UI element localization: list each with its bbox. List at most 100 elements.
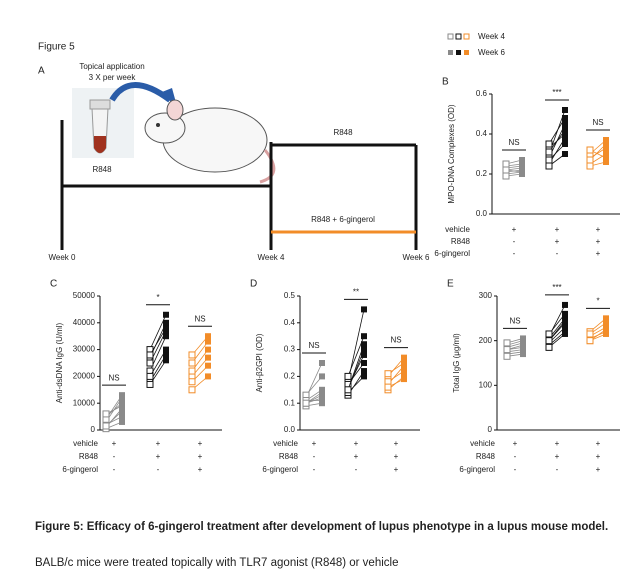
significance-label: NS <box>308 341 319 350</box>
week6-point <box>562 301 568 308</box>
condition-sign: + <box>198 439 203 448</box>
week4-point <box>586 162 594 170</box>
significance-label: NS <box>108 373 119 382</box>
week6-point <box>603 145 609 151</box>
week6-point <box>319 373 325 380</box>
week4-point <box>188 386 196 394</box>
week6-point <box>205 373 211 380</box>
week6-point <box>205 333 211 340</box>
week4-point <box>302 399 310 407</box>
week6-point <box>119 402 125 409</box>
week4-point <box>545 148 553 156</box>
condition-label: vehicle <box>470 439 495 448</box>
condition-sign: - <box>113 452 116 461</box>
condition-sign: + <box>555 225 560 234</box>
week6-point <box>520 351 526 358</box>
condition-label: R848 <box>451 237 471 246</box>
condition-sign: - <box>513 249 516 258</box>
condition-sign: - <box>157 465 160 474</box>
week4-point <box>384 370 392 378</box>
week4-point <box>502 172 510 180</box>
week4-point <box>344 372 352 380</box>
week6-point <box>119 408 125 415</box>
week6-point <box>401 376 407 383</box>
mouse-tail <box>259 149 276 184</box>
application-text: Topical application <box>79 62 144 71</box>
week4-point <box>545 140 553 148</box>
week4-point <box>586 146 594 154</box>
week4-point <box>545 162 553 170</box>
pair-line <box>149 360 167 385</box>
week6-point <box>163 357 169 364</box>
condition-label: 6-gingerol <box>434 249 470 258</box>
week6-point <box>520 335 526 342</box>
arm-label: R848 <box>333 128 353 137</box>
significance-label: *** <box>552 88 561 97</box>
y-tick-label: 0.4 <box>284 318 296 327</box>
condition-sign: + <box>512 225 517 234</box>
week4-point <box>545 330 553 338</box>
panel-letter: C <box>50 279 57 290</box>
significance-label: NS <box>390 336 401 345</box>
legend-swatch <box>448 50 453 55</box>
week6-point <box>401 368 407 375</box>
y-tick-label: 0.2 <box>476 169 488 178</box>
condition-sign: + <box>513 439 518 448</box>
condition-sign: + <box>112 439 117 448</box>
condition-sign: + <box>596 452 601 461</box>
condition-sign: - <box>514 452 517 461</box>
condition-label: R848 <box>476 452 496 461</box>
week6-point <box>163 311 169 318</box>
y-axis-label: Anti-dsDNA IgG (U/ml) <box>55 322 64 403</box>
week6-point <box>319 397 325 404</box>
week6-point <box>361 368 367 375</box>
week4-point <box>586 337 594 345</box>
week6-point <box>603 137 609 143</box>
y-tick-label: 0.1 <box>284 398 296 407</box>
y-tick-label: 200 <box>479 336 493 345</box>
week6-point <box>361 341 367 348</box>
week6-point <box>163 325 169 332</box>
frequency-text: 3 X per week <box>89 73 137 82</box>
week6-point <box>163 333 169 340</box>
legend-swatch <box>447 33 454 40</box>
week6-point <box>562 115 568 121</box>
week6-point <box>562 310 568 317</box>
condition-sign: + <box>394 465 399 474</box>
condition-label: 6-gingerol <box>62 465 98 474</box>
week4-point <box>146 380 154 388</box>
legend-swatch <box>464 50 469 55</box>
week6-point <box>562 135 568 141</box>
week6-point <box>319 360 325 366</box>
week6-point <box>319 389 325 396</box>
condition-sign: + <box>596 225 601 234</box>
week-label: Week 4 <box>258 253 286 262</box>
condition-label: vehicle <box>73 439 98 448</box>
condition-sign: + <box>312 439 317 448</box>
y-axis-label: Anti-β2GPI (OD) <box>255 333 264 392</box>
panel-letter: A <box>38 66 45 77</box>
condition-sign: + <box>555 439 560 448</box>
condition-sign: - <box>355 465 358 474</box>
tube-liquid <box>94 136 106 153</box>
week4-point <box>502 166 510 174</box>
week4-point <box>102 422 110 430</box>
week6-point <box>603 159 609 165</box>
condition-sign: + <box>596 465 601 474</box>
condition-sign: - <box>556 465 559 474</box>
week4-point <box>146 351 154 359</box>
panel-letter: B <box>442 77 449 88</box>
condition-sign: + <box>198 465 203 474</box>
legend-swatch <box>463 33 470 40</box>
pair-line <box>548 129 566 153</box>
week6-point <box>205 346 211 353</box>
condition-sign: + <box>156 439 161 448</box>
week6-point <box>361 360 367 366</box>
week6-point <box>361 306 367 313</box>
week6-point <box>163 351 169 358</box>
week4-point <box>188 351 196 359</box>
y-axis-label: Total IgG (μg/ml) <box>452 333 461 393</box>
week6-point <box>603 326 609 333</box>
y-tick-label: 100 <box>479 380 493 389</box>
week4-point <box>502 160 510 168</box>
